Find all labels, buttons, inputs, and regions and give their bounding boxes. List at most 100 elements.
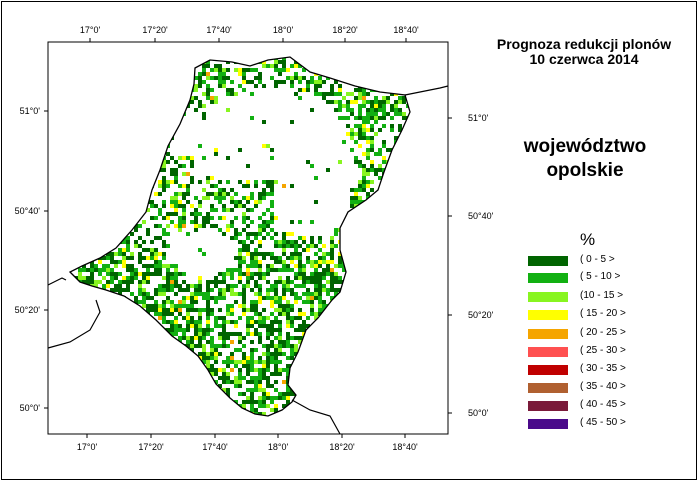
raster-cell [238,260,242,264]
raster-cell [298,76,302,80]
raster-cell [198,144,202,148]
raster-cell [254,408,258,412]
raster-cell [330,244,334,248]
raster-cell [90,268,94,272]
raster-cell [226,332,230,336]
raster-cell [194,96,198,100]
raster-cell [310,272,314,276]
raster-cell [274,232,278,236]
raster-cell [182,316,186,320]
raster-cell [198,224,202,228]
raster-cell [302,264,306,268]
tick-left-2: 50°20' [15,305,41,315]
raster-cell [306,296,310,300]
raster-cell [278,276,282,280]
raster-cell [326,268,330,272]
raster-cell [230,220,234,224]
raster-cell [202,344,206,348]
raster-cell [258,296,262,300]
legend-swatch [528,347,568,357]
raster-cell [110,272,114,276]
raster-cell [290,344,294,348]
raster-cell [142,264,146,268]
raster-cell [130,268,134,272]
raster-cell [198,352,202,356]
raster-cell [294,72,298,76]
tick-top-5: 18°40' [393,25,419,35]
legend-swatch [528,329,568,339]
raster-cell [238,392,242,396]
raster-cell [266,364,270,368]
raster-cell [250,360,254,364]
raster-cell [306,324,310,328]
raster-cell [102,284,106,288]
raster-cell [214,148,218,152]
raster-cell [246,280,250,284]
raster-cell [242,244,246,248]
raster-cell [302,276,306,280]
raster-cell [194,108,198,112]
raster-cell [314,312,318,316]
raster-cell [258,336,262,340]
raster-cell [322,260,326,264]
raster-cell [130,252,134,256]
raster-cell [234,400,238,404]
raster-cell [402,116,406,120]
raster-cell [330,92,334,96]
raster-cell [290,64,294,68]
raster-cell [270,180,274,184]
raster-cell [210,296,214,300]
raster-cell [306,88,310,92]
raster-cell [262,276,266,280]
raster-cell [178,272,182,276]
raster-cell [162,288,166,292]
raster-cell [278,304,282,308]
raster-cell [290,256,294,260]
raster-cell [94,284,98,288]
raster-cell [182,156,186,160]
raster-cell [170,264,174,268]
raster-cell [154,268,158,272]
raster-cell [206,312,210,316]
raster-cell [158,316,162,320]
raster-cell [270,356,274,360]
raster-cell [206,60,210,64]
raster-cell [242,364,246,368]
raster-cell [194,224,198,228]
raster-cell [270,296,274,300]
raster-cell [218,200,222,204]
raster-cell [354,140,358,144]
raster-cell [250,400,254,404]
raster-cell [174,332,178,336]
raster-cell [334,292,338,296]
raster-cell [170,304,174,308]
axis-right: 51°0' 50°40' 50°20' 50°0' [448,113,494,418]
raster-cell [290,268,294,272]
raster-cell [246,308,250,312]
legend-label: ( 0 - 5 > [580,254,615,265]
raster-cell [162,264,166,268]
raster-cell [118,252,122,256]
raster-cell [314,272,318,276]
raster-cell [366,148,370,152]
raster-cell [158,260,162,264]
raster-cell [350,112,354,116]
raster-cell [154,204,158,208]
raster-cell [194,300,198,304]
raster-cell [346,104,350,108]
raster-cell [254,180,258,184]
raster-cell [202,196,206,200]
raster-cell [362,132,366,136]
raster-cell [86,280,90,284]
raster-cell [138,260,142,264]
raster-cell [270,360,274,364]
raster-cell [350,132,354,136]
raster-cell [254,68,258,72]
raster-cell [246,208,250,212]
raster-cell [322,96,326,100]
raster-cell [286,368,290,372]
raster-cell [218,76,222,80]
raster-cell [354,156,358,160]
raster-cell [178,336,182,340]
raster-cell [222,328,226,332]
